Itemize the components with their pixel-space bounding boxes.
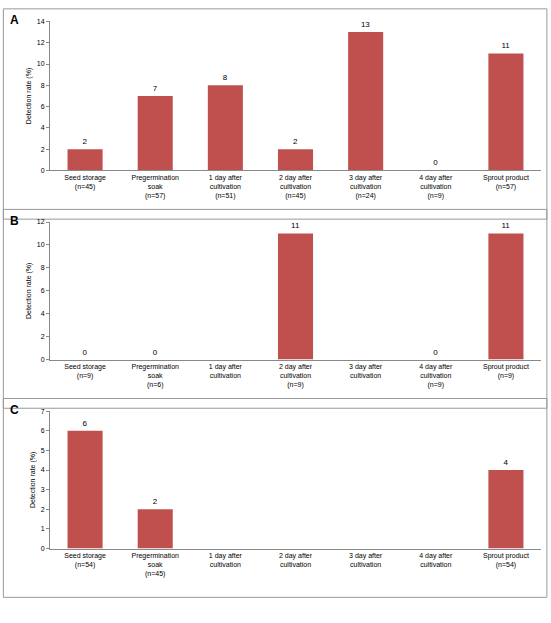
- svg-text:Detection rate (%): Detection rate (%): [25, 68, 33, 124]
- svg-text:1: 1: [41, 525, 45, 532]
- svg-text:4: 4: [503, 458, 508, 467]
- svg-text:1 day aftercultivation: 1 day aftercultivation: [209, 552, 243, 568]
- svg-text:4 day aftercultivation(n=9): 4 day aftercultivation(n=9): [419, 363, 453, 389]
- svg-text:0: 0: [41, 167, 45, 174]
- svg-text:0: 0: [83, 348, 88, 357]
- svg-text:7: 7: [153, 84, 158, 93]
- svg-text:C: C: [10, 403, 19, 417]
- svg-text:0: 0: [433, 348, 438, 357]
- svg-text:4: 4: [41, 466, 45, 473]
- svg-text:13: 13: [361, 20, 370, 29]
- svg-text:10: 10: [37, 241, 45, 248]
- svg-text:2 day aftercultivation(n=9): 2 day aftercultivation(n=9): [279, 363, 313, 389]
- svg-text:8: 8: [223, 73, 228, 82]
- svg-text:8: 8: [41, 264, 45, 271]
- svg-text:3 day aftercultivation(n=24): 3 day aftercultivation(n=24): [349, 174, 383, 200]
- svg-text:0: 0: [153, 348, 158, 357]
- svg-text:8: 8: [41, 82, 45, 89]
- svg-text:2: 2: [293, 137, 298, 146]
- svg-text:Seed storage(n=45): Seed storage(n=45): [64, 174, 106, 191]
- svg-text:6: 6: [41, 103, 45, 110]
- svg-text:6: 6: [83, 419, 88, 428]
- svg-text:1 day aftercultivation(n=51): 1 day aftercultivation(n=51): [209, 174, 243, 200]
- svg-text:Pregerminationsoak(n=57): Pregerminationsoak(n=57): [131, 174, 179, 200]
- svg-text:14: 14: [37, 18, 45, 25]
- svg-text:6: 6: [41, 427, 45, 434]
- svg-text:Sprout product(n=57): Sprout product(n=57): [483, 174, 529, 191]
- svg-text:Seed storage(n=9): Seed storage(n=9): [64, 363, 106, 380]
- svg-text:2 day aftercultivation: 2 day aftercultivation: [279, 552, 313, 568]
- svg-text:Sprout product(n=54): Sprout product(n=54): [483, 552, 529, 569]
- svg-text:2: 2: [41, 146, 45, 153]
- svg-text:7: 7: [41, 408, 45, 415]
- svg-text:Sprout product(n=9): Sprout product(n=9): [483, 363, 529, 380]
- svg-text:0: 0: [41, 356, 45, 363]
- svg-text:1 day aftercultivation: 1 day aftercultivation: [209, 363, 243, 379]
- svg-text:11: 11: [501, 41, 510, 50]
- svg-text:B: B: [10, 214, 19, 228]
- svg-text:0: 0: [41, 545, 45, 552]
- svg-text:5: 5: [41, 447, 45, 454]
- svg-text:4 day aftercultivation: 4 day aftercultivation: [419, 552, 453, 568]
- svg-text:2: 2: [41, 333, 45, 340]
- svg-text:11: 11: [291, 221, 300, 230]
- svg-text:Pregerminationsoak(n=6): Pregerminationsoak(n=6): [131, 363, 179, 389]
- svg-text:0: 0: [433, 158, 438, 167]
- svg-text:12: 12: [37, 39, 45, 46]
- svg-text:3 day aftercultivation: 3 day aftercultivation: [349, 363, 383, 379]
- svg-text:3: 3: [41, 486, 45, 493]
- svg-text:6: 6: [41, 287, 45, 294]
- svg-text:Detection rate (%): Detection rate (%): [29, 452, 37, 508]
- svg-text:12: 12: [37, 218, 45, 225]
- svg-text:Detection rate (%): Detection rate (%): [25, 263, 33, 319]
- svg-text:4 day aftercultivation(n=9): 4 day aftercultivation(n=9): [419, 174, 453, 200]
- svg-text:4: 4: [41, 310, 45, 317]
- svg-text:Seed storage(n=54): Seed storage(n=54): [64, 552, 106, 569]
- svg-text:2: 2: [153, 497, 158, 506]
- svg-text:Pregerminationsoak(n=45): Pregerminationsoak(n=45): [131, 552, 179, 578]
- svg-text:4: 4: [41, 124, 45, 131]
- svg-text:2: 2: [41, 506, 45, 513]
- svg-text:2 day aftercultivation(n=45): 2 day aftercultivation(n=45): [279, 174, 313, 200]
- svg-text:2: 2: [83, 137, 88, 146]
- svg-text:11: 11: [501, 221, 510, 230]
- svg-text:10: 10: [37, 60, 45, 67]
- svg-text:A: A: [10, 13, 19, 27]
- svg-text:3 day aftercultivation: 3 day aftercultivation: [349, 552, 383, 568]
